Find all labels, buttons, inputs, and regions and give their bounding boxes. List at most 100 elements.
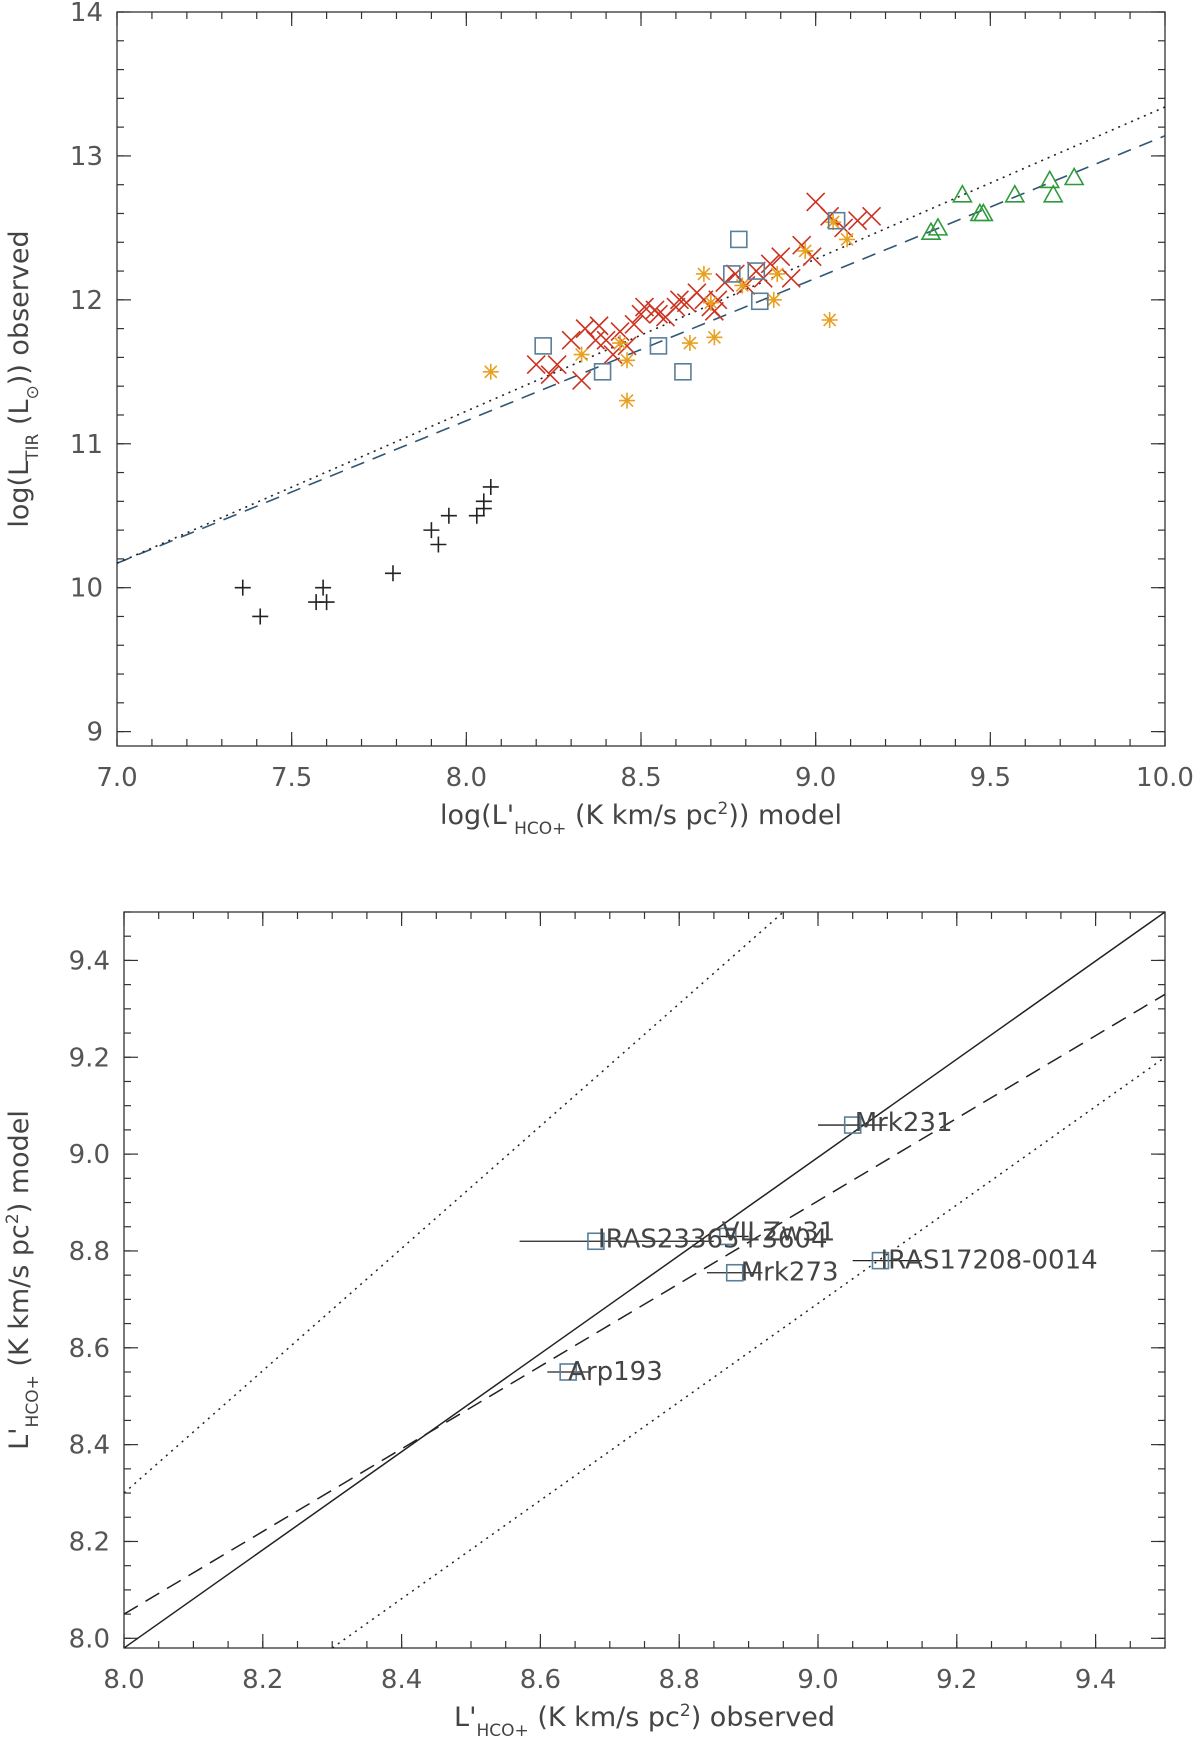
star-marker [612, 335, 629, 352]
plus-marker [315, 579, 332, 596]
plot-area [117, 106, 1165, 625]
point-label: IRAS17208-0014 [880, 1246, 1097, 1276]
square-marker [827, 211, 846, 230]
x-tick-label: 8.2 [242, 1665, 283, 1695]
square-marker [674, 363, 692, 381]
x-tick-label: 9.2 [936, 1665, 977, 1695]
cross-marker [771, 247, 791, 267]
triangle-marker [920, 221, 942, 240]
x-axis-title-sup: 2 [717, 799, 728, 819]
x-axis-title-part: L' [454, 1702, 476, 1733]
star-marker [839, 231, 856, 248]
y-tick-label: 11 [70, 430, 103, 460]
cross-marker [540, 365, 560, 385]
square-marker [559, 1363, 577, 1381]
cross-marker [848, 211, 868, 231]
plus-marker [252, 608, 269, 625]
bottom-scatter-panel: 8.0 8.2 8.4 8.6 8.8 9.0 9.2 9.4 8.0 8.2 8.4 8.6 8.8 9… [3, 911, 1166, 1741]
y-tick-label: 9.4 [69, 946, 110, 976]
triangle-marker [972, 202, 994, 222]
cross-marker [617, 336, 637, 356]
y-tick-label: 9 [86, 718, 103, 748]
cross-marker [708, 290, 728, 310]
x-axis-title-part: ) observed [691, 1702, 835, 1733]
y-tick-label: 12 [70, 286, 103, 316]
x-axis-title: log(L'HCO+ (K km/s pc2)) model [440, 799, 842, 839]
y-axis-title-sub: HCO+ [23, 1375, 43, 1427]
star-marker [769, 265, 786, 282]
x-tick-label: 7.5 [271, 763, 312, 793]
x-axis-title-sub: HCO+ [477, 1721, 529, 1741]
cross-marker [596, 330, 616, 350]
y-axis-title-sup: 2 [3, 1213, 23, 1224]
x-axis-title-sub: HCO+ [514, 819, 566, 839]
x-tick-label: 9.0 [795, 763, 836, 793]
y-axis-title: log(LTIR (L⊙)) observed [4, 230, 43, 527]
plus-marker [468, 507, 485, 524]
point-label: VII Zw31 [722, 1217, 836, 1247]
cross-marker [648, 304, 669, 324]
x-axis-title: L'HCO+ (K km/s pc2) observed [454, 1701, 835, 1741]
y-axis-title-part: L' [4, 1427, 35, 1449]
cross-marker [861, 206, 882, 226]
square-marker [534, 337, 552, 355]
x-axis-title-part: (K km/s pc [529, 1702, 680, 1733]
cross-marker [526, 355, 546, 375]
triangle-marker [969, 202, 991, 222]
x-axis-title-part: (K km/s pc [566, 800, 717, 831]
star-marker [706, 329, 723, 346]
triangle-marker [927, 217, 949, 236]
plus-marker [482, 478, 499, 495]
x-tick-label: 9.4 [1075, 1665, 1116, 1695]
dotted-fit-line [117, 106, 1165, 564]
y-tick-label: 8.0 [69, 1624, 110, 1654]
plus-marker [475, 500, 492, 517]
solid-reference-line [124, 912, 1165, 1648]
cross-marker [547, 355, 567, 375]
triangle-marker [952, 184, 973, 203]
x-tick-label: 9.5 [970, 763, 1011, 793]
y-tick-label: 8.8 [69, 1237, 110, 1267]
plus-marker [318, 594, 335, 611]
square-marker [587, 1232, 605, 1251]
star-marker [619, 392, 636, 409]
square-marker [723, 265, 741, 283]
square-marker [725, 1263, 744, 1282]
x-axis-title-sup: 2 [680, 1701, 691, 1721]
y-axis-title-part: log(L [4, 461, 35, 528]
y-axis-title-sub: ⊙ [23, 385, 43, 399]
y-tick-label: 8.2 [69, 1527, 110, 1557]
star-marker [619, 352, 636, 369]
dotted-reference-line [331, 1056, 1165, 1648]
triangle-marker [1063, 166, 1085, 186]
star-marker [765, 291, 782, 308]
star-marker [573, 346, 590, 363]
triangle-marker [1042, 184, 1064, 203]
star-marker [695, 265, 712, 282]
square-marker [718, 1227, 737, 1246]
point-label: IRAS23365+3604 [598, 1224, 828, 1254]
star-marker [482, 363, 499, 380]
square-marker [750, 292, 769, 311]
plus-marker [384, 565, 401, 582]
x-tick-label: 7.0 [96, 763, 137, 793]
triangle-marker [1039, 169, 1061, 189]
y-tick-label: 8.6 [69, 1334, 110, 1364]
dashed-fit-line [117, 135, 1165, 564]
cross-marker [753, 268, 773, 288]
cross-marker [666, 297, 686, 317]
y-axis-title-part: (L [4, 399, 35, 433]
y-axis-title: L'HCO+ (K km/s pc2) model [3, 1110, 43, 1450]
x-tick-label: 8.8 [659, 1665, 700, 1695]
y-tick-label: 9.0 [69, 1140, 110, 1170]
y-tick-label: 8.4 [69, 1431, 110, 1461]
y-axis-title-sub: TIR [23, 433, 43, 461]
x-tick-label: 8.0 [446, 763, 487, 793]
plus-marker [234, 579, 251, 596]
cross-marker [669, 290, 689, 310]
plot-area [124, 912, 1165, 1648]
square-marker [871, 1251, 890, 1270]
square-marker [843, 1116, 862, 1134]
cross-marker [589, 316, 609, 336]
star-marker [734, 277, 751, 294]
